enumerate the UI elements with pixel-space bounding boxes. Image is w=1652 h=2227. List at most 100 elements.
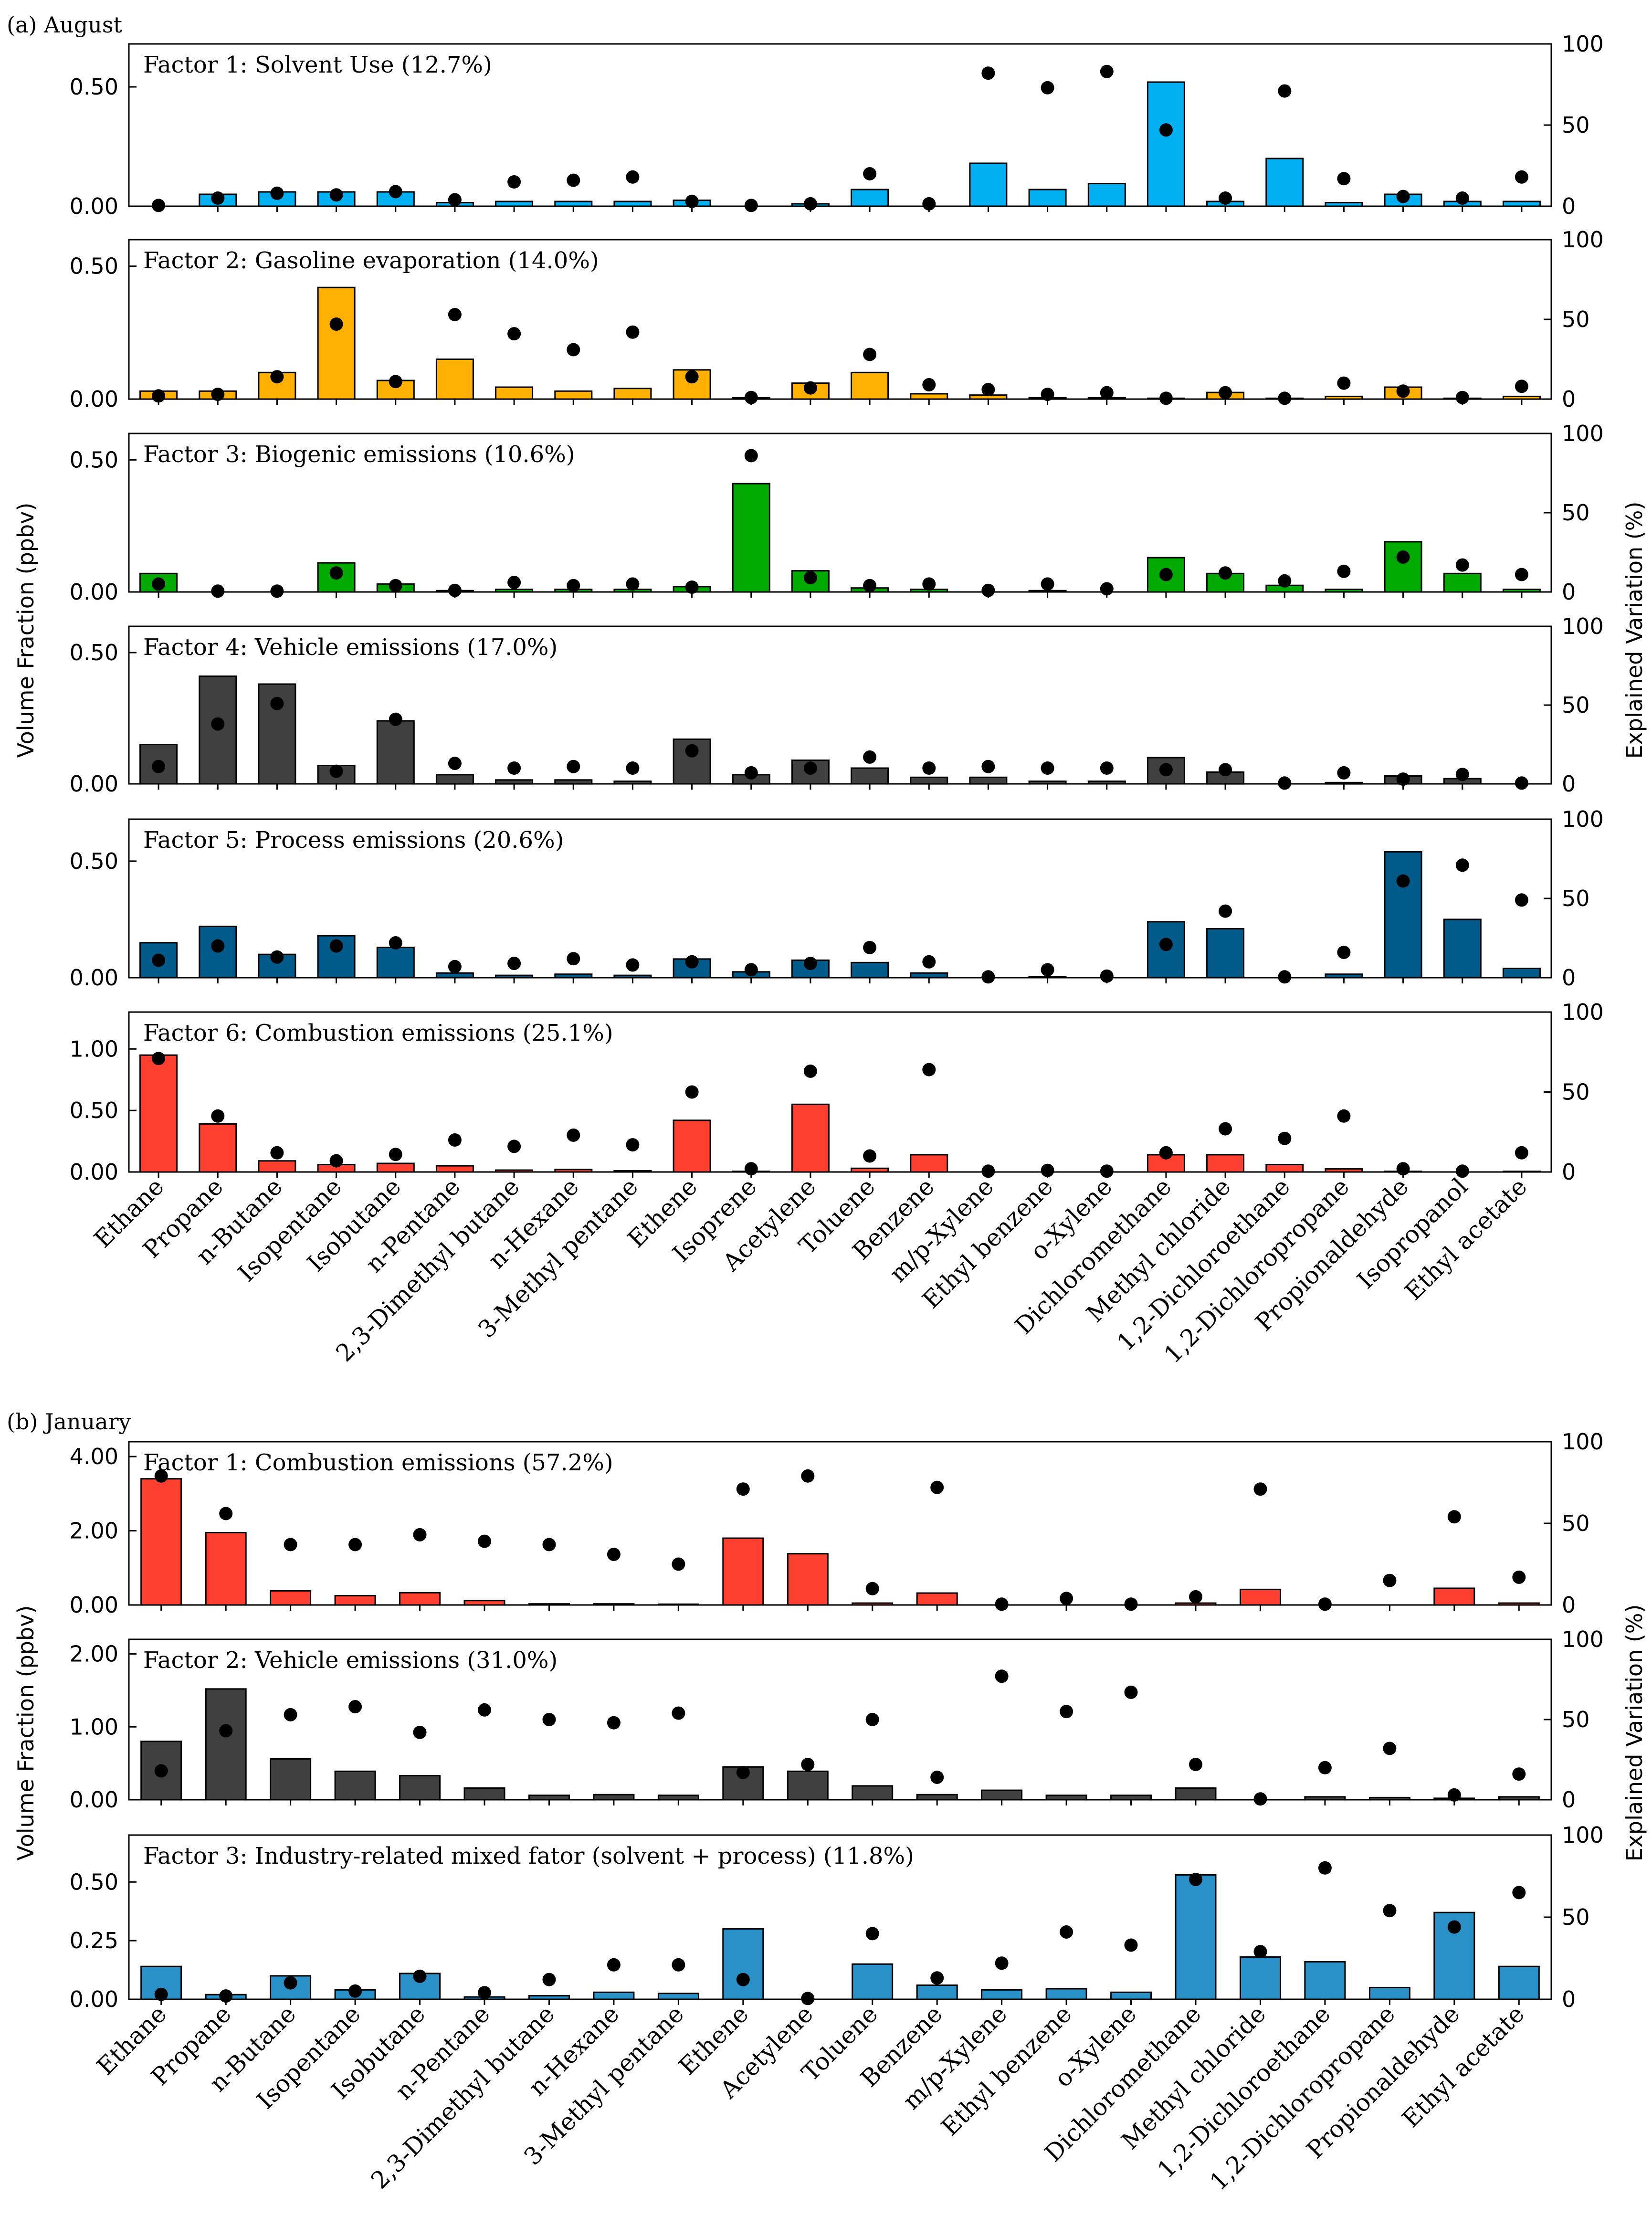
dot-acetylene bbox=[803, 1064, 817, 1078]
bar-2-3-dimethyl-butane bbox=[495, 974, 534, 979]
dot-3-methyl-pentane bbox=[626, 325, 640, 339]
y-tick-label: 1.00 bbox=[70, 1036, 118, 1062]
dot-n-hexane bbox=[567, 760, 580, 773]
dot-propane bbox=[211, 1109, 225, 1123]
y2-tick-label: 0 bbox=[1562, 1159, 1576, 1185]
dot-1-2-dichloropropane bbox=[1337, 376, 1351, 390]
bar-o-xylene bbox=[1110, 1991, 1152, 2000]
dot-ethene bbox=[685, 1085, 699, 1099]
dot-n-butane bbox=[270, 370, 284, 384]
dot-1-2-dichloropropane bbox=[1337, 1109, 1351, 1123]
panel-title: Factor 5: Process emissions (20.6%) bbox=[143, 827, 564, 854]
bar-ethene bbox=[673, 1119, 711, 1173]
bar-1-2-dichloroethane bbox=[1265, 1164, 1304, 1173]
bar-benzene bbox=[910, 776, 948, 785]
y-tick-label: 0.00 bbox=[70, 1592, 118, 1618]
bar-1-2-dichloroethane bbox=[1304, 1961, 1346, 2000]
dot-2-3-dimethyl-butane bbox=[542, 1538, 556, 1552]
dot-isoprene bbox=[744, 199, 758, 212]
dot-isopentane bbox=[348, 1700, 362, 1714]
bar-2-3-dimethyl-butane bbox=[528, 1995, 570, 2000]
dot-1-2-dichloropropane bbox=[1383, 1573, 1397, 1587]
dot-acetylene bbox=[803, 197, 817, 211]
dot-n-butane bbox=[270, 584, 284, 598]
y-tick-label: 0.50 bbox=[70, 640, 118, 665]
bar-benzene bbox=[910, 393, 948, 400]
dot-ethene bbox=[685, 580, 699, 594]
dot-isopropanol bbox=[1455, 191, 1469, 205]
dot-toluene bbox=[863, 1149, 877, 1163]
dot-isobutane bbox=[413, 1969, 427, 1983]
dot-2-3-dimethyl-butane bbox=[507, 327, 521, 341]
dot-propionaldehyde bbox=[1396, 190, 1410, 203]
y-tick-label: 0.00 bbox=[70, 1986, 118, 2012]
dot-ethyl-acetate bbox=[1512, 1886, 1526, 1900]
bar-isobutane bbox=[399, 1775, 441, 1801]
y-tick-label: 0.50 bbox=[70, 253, 118, 279]
dot-isoprene bbox=[744, 1162, 758, 1176]
y-tick-label: 0.50 bbox=[70, 1869, 118, 1895]
dot-acetylene bbox=[803, 957, 817, 971]
y2-tick-label: 50 bbox=[1562, 500, 1590, 526]
dot-ethane bbox=[154, 1469, 168, 1483]
bar-1-2-dichloropropane bbox=[1368, 1796, 1410, 1801]
section-label-b: (b) January bbox=[7, 1409, 131, 1435]
dot-n-butane bbox=[270, 950, 284, 964]
dot-benzene bbox=[922, 1063, 936, 1077]
bar-methyl-chloride bbox=[1206, 1154, 1245, 1173]
dot-1-2-dichloropropane bbox=[1383, 1904, 1397, 1918]
dot-isobutane bbox=[413, 1528, 427, 1541]
dot-ethyl-acetate bbox=[1512, 1767, 1526, 1781]
dot-isobutane bbox=[389, 579, 402, 592]
panel-title: Factor 1: Solvent Use (12.7%) bbox=[143, 52, 492, 78]
dot-o-xylene bbox=[1100, 582, 1114, 596]
dot-benzene bbox=[922, 577, 936, 591]
dot-o-xylene bbox=[1100, 969, 1114, 983]
dot-ethyl-acetate bbox=[1515, 568, 1528, 581]
dot-1-2-dichloroethane bbox=[1318, 1597, 1332, 1611]
dot-ethane bbox=[154, 1987, 168, 2001]
bar-m-p-xylene bbox=[969, 162, 1008, 207]
bar-isopentane bbox=[317, 286, 356, 400]
y2-tick-label: 100 bbox=[1562, 31, 1604, 57]
dot-m-p-xylene bbox=[981, 760, 995, 773]
bar-benzene bbox=[916, 1984, 958, 2000]
bar-o-xylene bbox=[1087, 183, 1126, 207]
panel-a-5: 0.00 0.50 0 50 100 Factor 5: Process emission… bbox=[70, 806, 1604, 991]
dot-propane bbox=[211, 939, 225, 953]
dot-dichloromethane bbox=[1159, 123, 1173, 137]
bar-toluene bbox=[851, 1167, 889, 1173]
dot-m-p-xylene bbox=[981, 583, 995, 597]
dot-ethyl-benzene bbox=[1041, 761, 1054, 775]
dot-1-2-dichloroethane bbox=[1278, 776, 1292, 790]
bar-isopentane bbox=[334, 1770, 376, 1801]
dot-toluene bbox=[863, 750, 877, 764]
bar-ethene bbox=[722, 1537, 764, 1606]
dot-propionaldehyde bbox=[1447, 1920, 1461, 1934]
dot-isobutane bbox=[389, 712, 402, 726]
y2-tick-label: 100 bbox=[1562, 421, 1604, 446]
dot-1-2-dichloroethane bbox=[1278, 970, 1292, 984]
dot-2-3-dimethyl-butane bbox=[507, 761, 521, 775]
bar-isobutane bbox=[376, 720, 415, 785]
y2-tick-label: 0 bbox=[1562, 1986, 1576, 2012]
bar-3-methyl-pentane bbox=[613, 201, 652, 207]
dot-n-butane bbox=[270, 697, 284, 710]
y2-tick-label: 50 bbox=[1562, 886, 1590, 911]
dot-3-methyl-pentane bbox=[672, 1706, 685, 1720]
dot-ethane bbox=[152, 389, 166, 403]
dot-propionaldehyde bbox=[1396, 874, 1410, 888]
dot-toluene bbox=[863, 579, 877, 592]
bar-isopentane bbox=[334, 1595, 376, 1606]
dot-propionaldehyde bbox=[1447, 1510, 1461, 1524]
y2-tick-label: 0 bbox=[1562, 1592, 1576, 1618]
y2-tick-label: 100 bbox=[1562, 1626, 1604, 1652]
dot-acetylene bbox=[803, 381, 817, 395]
y2-tick-label: 0 bbox=[1562, 771, 1576, 797]
y-tick-label: 0.25 bbox=[70, 1928, 118, 1953]
dot-acetylene bbox=[801, 1469, 815, 1483]
dot-n-hexane bbox=[607, 1958, 621, 1972]
dot-isoprene bbox=[744, 391, 758, 404]
dot-benzene bbox=[922, 955, 936, 969]
bar-toluene bbox=[852, 1602, 894, 1606]
